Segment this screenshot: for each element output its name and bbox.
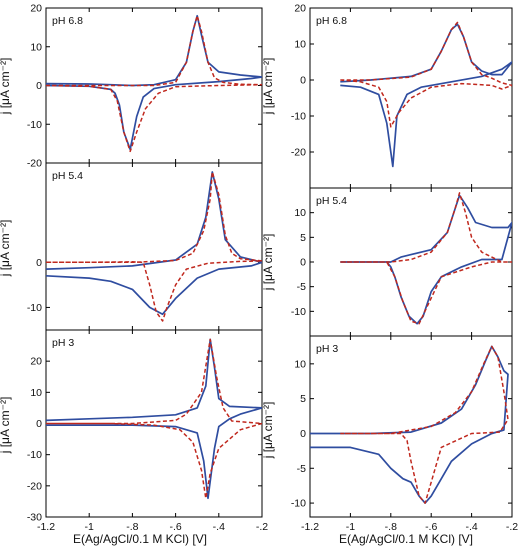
x-tick-label: -1: [85, 521, 94, 533]
plot-frame: [309, 335, 513, 518]
series-line-dashed: [46, 15, 262, 153]
y-tick-label: -10: [27, 302, 42, 314]
series-line-solid: [46, 338, 262, 500]
y-tick-label: -20: [27, 480, 42, 492]
panel-label: pH 3: [52, 337, 74, 349]
y-tick-label: -5: [297, 463, 306, 475]
y-tick-label: -30: [27, 512, 42, 524]
series-line-solid: [340, 23, 512, 168]
y-tick-label: -10: [27, 119, 42, 131]
y-tick-label: -10: [291, 498, 306, 510]
y-tick-label: 20: [30, 356, 42, 368]
plot-frame: [309, 7, 513, 189]
panel-label: pH 5.4: [52, 170, 83, 182]
y-axis-title-left-middle: j [μA cm⁻²]: [0, 220, 12, 278]
panel-label: pH 3: [316, 343, 338, 355]
y-tick-label: 10: [30, 41, 42, 53]
series-line-solid: [46, 171, 262, 316]
x-tick-label: -.2: [506, 521, 518, 533]
series-line-dashed: [46, 338, 262, 500]
y-tick-label: -20: [291, 147, 306, 159]
y-axis-title-right-top: j [μA cm⁻²]: [261, 58, 275, 116]
y-tick-label: 5: [300, 393, 306, 405]
y-tick-label: -10: [291, 111, 306, 123]
y-tick-label: -5: [297, 281, 306, 293]
panel-left-bottom: -30 -20 -10 0 10 20 -1.2 -1 -.8 -.6 -.4 -.2 pH 3: [27, 329, 268, 533]
y-tick-label: 0: [300, 428, 306, 440]
x-tick-label: -1.2: [301, 521, 319, 533]
y-tick-label: 0: [300, 75, 306, 87]
series-line-dashed: [340, 345, 509, 504]
x-tick-label: -.2: [256, 521, 268, 533]
series-line-solid: [310, 345, 509, 504]
y-axis-title-right-bottom: j [μA cm⁻²]: [261, 402, 275, 460]
panel-label: pH 6.8: [52, 15, 83, 27]
panel-label: pH 5.4: [316, 195, 347, 207]
panel-left-middle: -10 0 pH 5.4: [27, 162, 263, 331]
series-line-solid: [340, 194, 512, 325]
y-tick-label: 5: [300, 232, 306, 244]
panel-right-middle: -10 -5 0 5 10 pH 5.4: [291, 187, 513, 337]
x-axis-title-left: E(Ag/AgCl/0.1 M KCl) [V]: [73, 532, 207, 546]
y-tick-label: -10: [291, 306, 306, 318]
panel-right-top: -20 -10 0 10 20 pH 6.8: [291, 3, 513, 189]
y-tick-label: -20: [27, 158, 42, 170]
series-line-solid: [46, 14, 262, 151]
panel-label: pH 6.8: [316, 15, 347, 27]
x-tick-label: -.6: [425, 521, 437, 533]
y-tick-label: 10: [30, 387, 42, 399]
y-tick-label: 10: [294, 207, 306, 219]
y-tick-label: 10: [294, 39, 306, 51]
x-tick-label: -1: [346, 521, 355, 533]
y-tick-label: 0: [36, 257, 42, 269]
y-axis-title-left-top: j [μA cm⁻²]: [0, 58, 12, 116]
y-tick-label: 20: [294, 3, 306, 15]
x-tick-label: -.8: [126, 521, 138, 533]
y-axis-title-right-middle: j [μA cm⁻²]: [261, 234, 275, 292]
x-tick-label: -.8: [385, 521, 397, 533]
y-tick-label: 20: [30, 3, 42, 15]
y-tick-label: 0: [300, 257, 306, 269]
y-tick-label: 10: [294, 358, 306, 370]
y-axis-title-left-bottom: j [μA cm⁻²]: [0, 397, 12, 455]
panel-left-top: -20 -10 0 10 20 pH 6.8: [27, 3, 263, 170]
x-tick-label: -.4: [213, 521, 225, 533]
series-line-dashed: [46, 171, 262, 322]
y-tick-label: -10: [27, 449, 42, 461]
x-tick-label: -.6: [169, 521, 181, 533]
x-tick-label: -.4: [465, 521, 477, 533]
x-tick-label: -1.2: [37, 521, 55, 533]
y-tick-label: 0: [36, 80, 42, 92]
series-line-dashed: [340, 192, 512, 325]
x-axis-title-right: E(Ag/AgCl/0.1 M KCl) [V]: [339, 532, 473, 546]
panel-right-bottom: -10 -5 0 5 10 -1.2 -1 -.8 -.6 -.4 -.2 pH 3: [291, 335, 518, 533]
y-tick-label: 0: [36, 418, 42, 430]
